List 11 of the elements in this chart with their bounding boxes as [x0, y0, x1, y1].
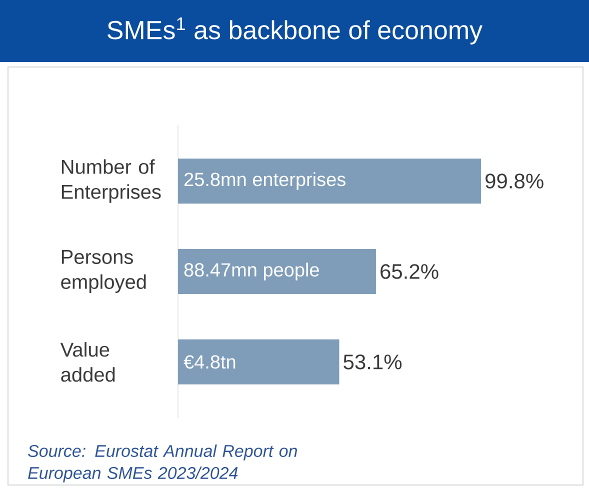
- data-label: 53.1%: [344, 354, 402, 370]
- annotation: 25.8mn enterprises: [184, 172, 346, 190]
- annotation: 88.47mn people: [184, 262, 319, 280]
- data-label: 99.8%: [486, 174, 544, 188]
- chart-title: SMEs$^{1}$ as backbone of economy: [108, 18, 483, 44]
- y-tick-label: Persons employed: [61, 250, 146, 293]
- annotation: €4.8tn: [184, 355, 236, 369]
- y-tick-label: Value added: [60, 342, 115, 382]
- y-tick-label: Number of Enterprises: [62, 159, 161, 203]
- data-label: 65.2%: [380, 264, 438, 279]
- source-note: Source: Eurostat Annual Report on European SMEs 2023/2024: [28, 444, 297, 482]
